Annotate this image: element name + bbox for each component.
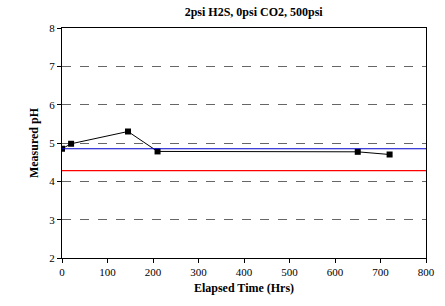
svg-text:500: 500 — [281, 266, 298, 278]
svg-text:7: 7 — [49, 60, 55, 72]
svg-text:5: 5 — [49, 137, 55, 149]
svg-text:700: 700 — [372, 266, 389, 278]
svg-text:2psi H2S, 0psi CO2, 500psi: 2psi H2S, 0psi CO2, 500psi — [185, 5, 324, 19]
svg-text:4: 4 — [49, 175, 55, 187]
svg-text:0: 0 — [59, 266, 65, 278]
svg-text:200: 200 — [145, 266, 162, 278]
svg-text:2: 2 — [49, 252, 55, 264]
svg-text:3: 3 — [49, 214, 55, 226]
svg-text:6: 6 — [49, 99, 55, 111]
svg-text:600: 600 — [327, 266, 344, 278]
svg-text:100: 100 — [99, 266, 116, 278]
svg-text:Elapsed Time (Hrs): Elapsed Time (Hrs) — [194, 281, 294, 295]
svg-text:8: 8 — [49, 22, 55, 34]
svg-text:400: 400 — [236, 266, 253, 278]
svg-text:300: 300 — [190, 266, 207, 278]
svg-text:800: 800 — [418, 266, 435, 278]
svg-text:Measured pH: Measured pH — [27, 107, 41, 178]
